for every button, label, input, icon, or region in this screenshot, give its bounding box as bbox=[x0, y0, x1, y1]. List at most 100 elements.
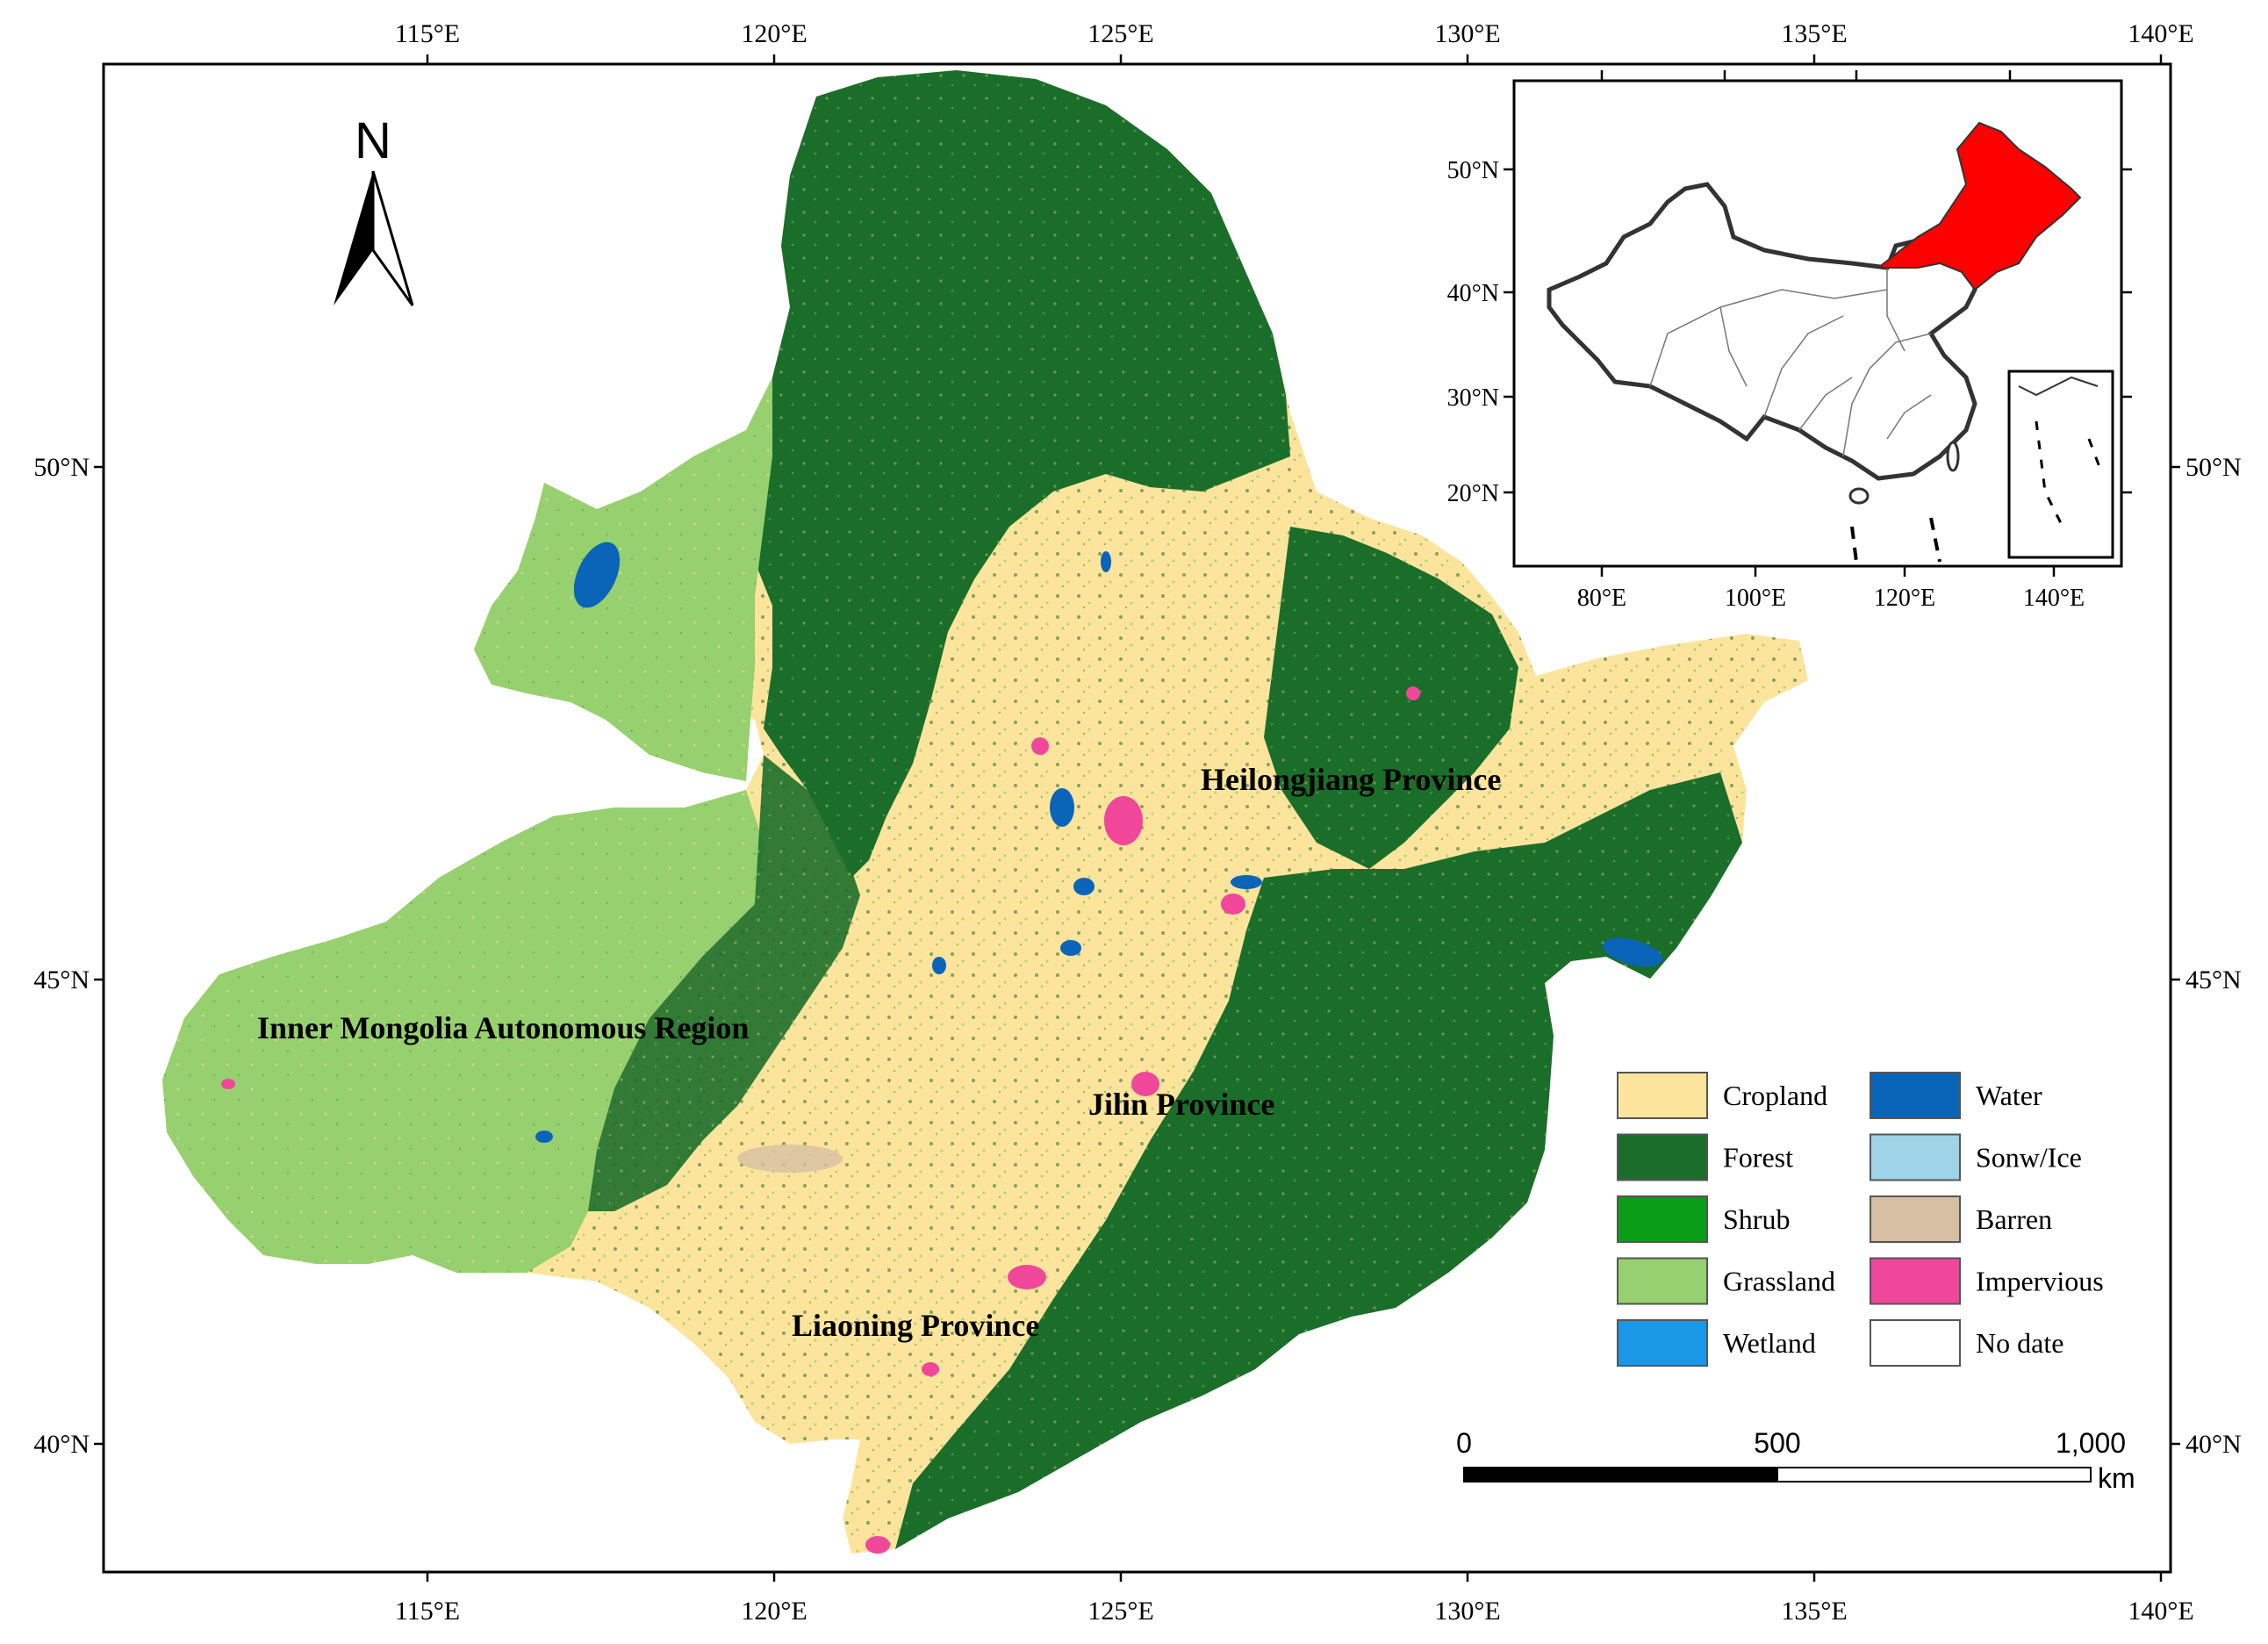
legend-label: Sonw/Ice bbox=[1976, 1142, 2082, 1174]
water-body bbox=[1231, 875, 1262, 889]
left-lat-tick: 50°N bbox=[33, 453, 90, 482]
grassland-northwest bbox=[474, 377, 772, 781]
top-lon-tick: 130°E bbox=[1434, 19, 1500, 48]
inset-ticks bbox=[1504, 70, 2132, 577]
scale-unit: km bbox=[2098, 1462, 2135, 1494]
inset-lon-tick: 140°E bbox=[2023, 585, 2085, 612]
inset-south-china-sea-coast bbox=[2018, 376, 2099, 397]
label-liaoning: Liaoning Province bbox=[792, 1308, 1039, 1343]
urban-area bbox=[1008, 1265, 1046, 1289]
forest-southeast bbox=[895, 772, 1742, 1549]
land-cover-raster bbox=[162, 70, 1808, 1554]
water-body bbox=[932, 957, 946, 974]
water-body bbox=[1101, 551, 1111, 572]
bottom-lon-tick: 140°E bbox=[2128, 1597, 2193, 1626]
water-body bbox=[535, 1131, 553, 1143]
inset-lat-tick: 20°N bbox=[1447, 480, 1499, 507]
legend-swatch bbox=[1870, 1319, 1961, 1367]
water-body bbox=[1073, 878, 1095, 895]
urban-area bbox=[1104, 796, 1143, 845]
frame-ticks bbox=[94, 54, 2180, 1582]
label-heilongjiang: Heilongjiang Province bbox=[1201, 762, 1501, 797]
scale-tick-500: 500 bbox=[1754, 1427, 1800, 1459]
inset-lat-tick: 30°N bbox=[1447, 384, 1499, 412]
north-arrow: N bbox=[334, 112, 414, 306]
inset-lat-tick: 50°N bbox=[1447, 157, 1499, 184]
top-lon-tick: 120°E bbox=[741, 19, 807, 48]
inset-hainan bbox=[1848, 487, 1870, 505]
right-lat-tick: 50°N bbox=[2185, 453, 2242, 482]
legend-swatch bbox=[1617, 1257, 1708, 1305]
top-lon-tick: 115°E bbox=[395, 19, 460, 48]
inset-province-lines bbox=[1649, 268, 1932, 457]
legend-label: Water bbox=[1976, 1080, 2042, 1111]
inset-nine-dash-line bbox=[1850, 517, 1941, 563]
urban-area bbox=[1131, 1072, 1159, 1096]
left-lat-tick: 45°N bbox=[33, 966, 90, 994]
left-lat-tick: 40°N bbox=[33, 1430, 90, 1459]
scale-tick-1000: 1,000 bbox=[2056, 1427, 2126, 1459]
legend-label: Wetland bbox=[1723, 1327, 1816, 1359]
urban-area bbox=[1031, 737, 1049, 755]
top-lon-labels: 115°E 120°E 125°E 130°E 135°E 140°E bbox=[395, 19, 2194, 48]
urban-area bbox=[1221, 894, 1245, 915]
north-arrow-label: N bbox=[355, 112, 391, 169]
scale-bar: 0 500 1,000 km bbox=[1456, 1427, 2135, 1494]
cropland-liaoning bbox=[746, 1211, 992, 1518]
urban-area bbox=[221, 1079, 235, 1089]
inset-map: 50°N 40°N 30°N 20°N 80°E 100°E 120°E 140… bbox=[1447, 70, 2132, 612]
legend-label: Shrub bbox=[1723, 1203, 1790, 1235]
legend-label: Barren bbox=[1976, 1203, 2052, 1235]
legend-label: Cropland bbox=[1723, 1080, 1827, 1111]
scale-bar-black bbox=[1463, 1467, 1778, 1482]
legend-label: Forest bbox=[1723, 1142, 1793, 1174]
inset-taiwan bbox=[1946, 441, 1960, 472]
inset-lat-tick: 40°N bbox=[1447, 280, 1499, 307]
urban-area bbox=[1406, 686, 1420, 700]
legend-swatch bbox=[1617, 1195, 1708, 1243]
inset-south-china-sea-dashes bbox=[2035, 420, 2104, 528]
scale-bar-white bbox=[1776, 1467, 2092, 1482]
north-arrow-outline-icon bbox=[371, 170, 414, 306]
bottom-lon-tick: 115°E bbox=[395, 1597, 460, 1626]
legend-swatch bbox=[1870, 1195, 1961, 1243]
legend-label: No date bbox=[1976, 1327, 2063, 1359]
legend-label: Grassland bbox=[1723, 1266, 1835, 1297]
lake-khanka bbox=[1602, 937, 1663, 967]
bottom-lon-tick: 130°E bbox=[1434, 1597, 1500, 1626]
inset-lon-tick: 120°E bbox=[1874, 585, 1935, 612]
water-body bbox=[1050, 788, 1074, 827]
bottom-lon-tick: 125°E bbox=[1087, 1597, 1153, 1626]
legend-swatch bbox=[1870, 1072, 1961, 1119]
label-jilin: Jilin Province bbox=[1088, 1087, 1274, 1122]
urban-area bbox=[922, 1362, 939, 1376]
right-lat-tick: 40°N bbox=[2185, 1430, 2242, 1459]
right-lat-tick: 45°N bbox=[2185, 966, 2242, 994]
forest-north bbox=[755, 70, 1290, 878]
bottom-lon-labels: 115°E 120°E 125°E 130°E 135°E 140°E bbox=[395, 1597, 2194, 1626]
legend-swatch bbox=[1617, 1072, 1708, 1119]
barren-area bbox=[737, 1145, 843, 1173]
legend-label: Impervious bbox=[1976, 1266, 2104, 1297]
legend-swatch bbox=[1870, 1257, 1961, 1305]
china-outline bbox=[1547, 182, 1977, 481]
inset-lon-tick: 80°E bbox=[1577, 585, 1626, 612]
legend-swatch bbox=[1617, 1319, 1708, 1367]
top-lon-tick: 125°E bbox=[1087, 19, 1153, 48]
legend-swatch bbox=[1870, 1133, 1961, 1181]
urban-area bbox=[865, 1536, 890, 1554]
inset-lon-tick: 100°E bbox=[1725, 585, 1786, 612]
left-lat-labels: 50°N 45°N 40°N bbox=[33, 453, 90, 1459]
inset-highlight-northeast bbox=[1876, 121, 2082, 291]
lake-hulun bbox=[573, 542, 621, 608]
bottom-lon-tick: 135°E bbox=[1781, 1597, 1847, 1626]
scale-tick-0: 0 bbox=[1456, 1427, 1472, 1459]
inset-south-china-sea-box bbox=[2007, 370, 2114, 559]
grassland-southwest bbox=[162, 790, 764, 1273]
legend: Cropland Water Forest Sonw/Ice Shrub Barren Gr… bbox=[1617, 1072, 2104, 1367]
water-body bbox=[1060, 940, 1081, 956]
forest-east bbox=[1264, 527, 1518, 869]
north-arrow-icon bbox=[334, 171, 373, 305]
bottom-lon-tick: 120°E bbox=[741, 1597, 807, 1626]
